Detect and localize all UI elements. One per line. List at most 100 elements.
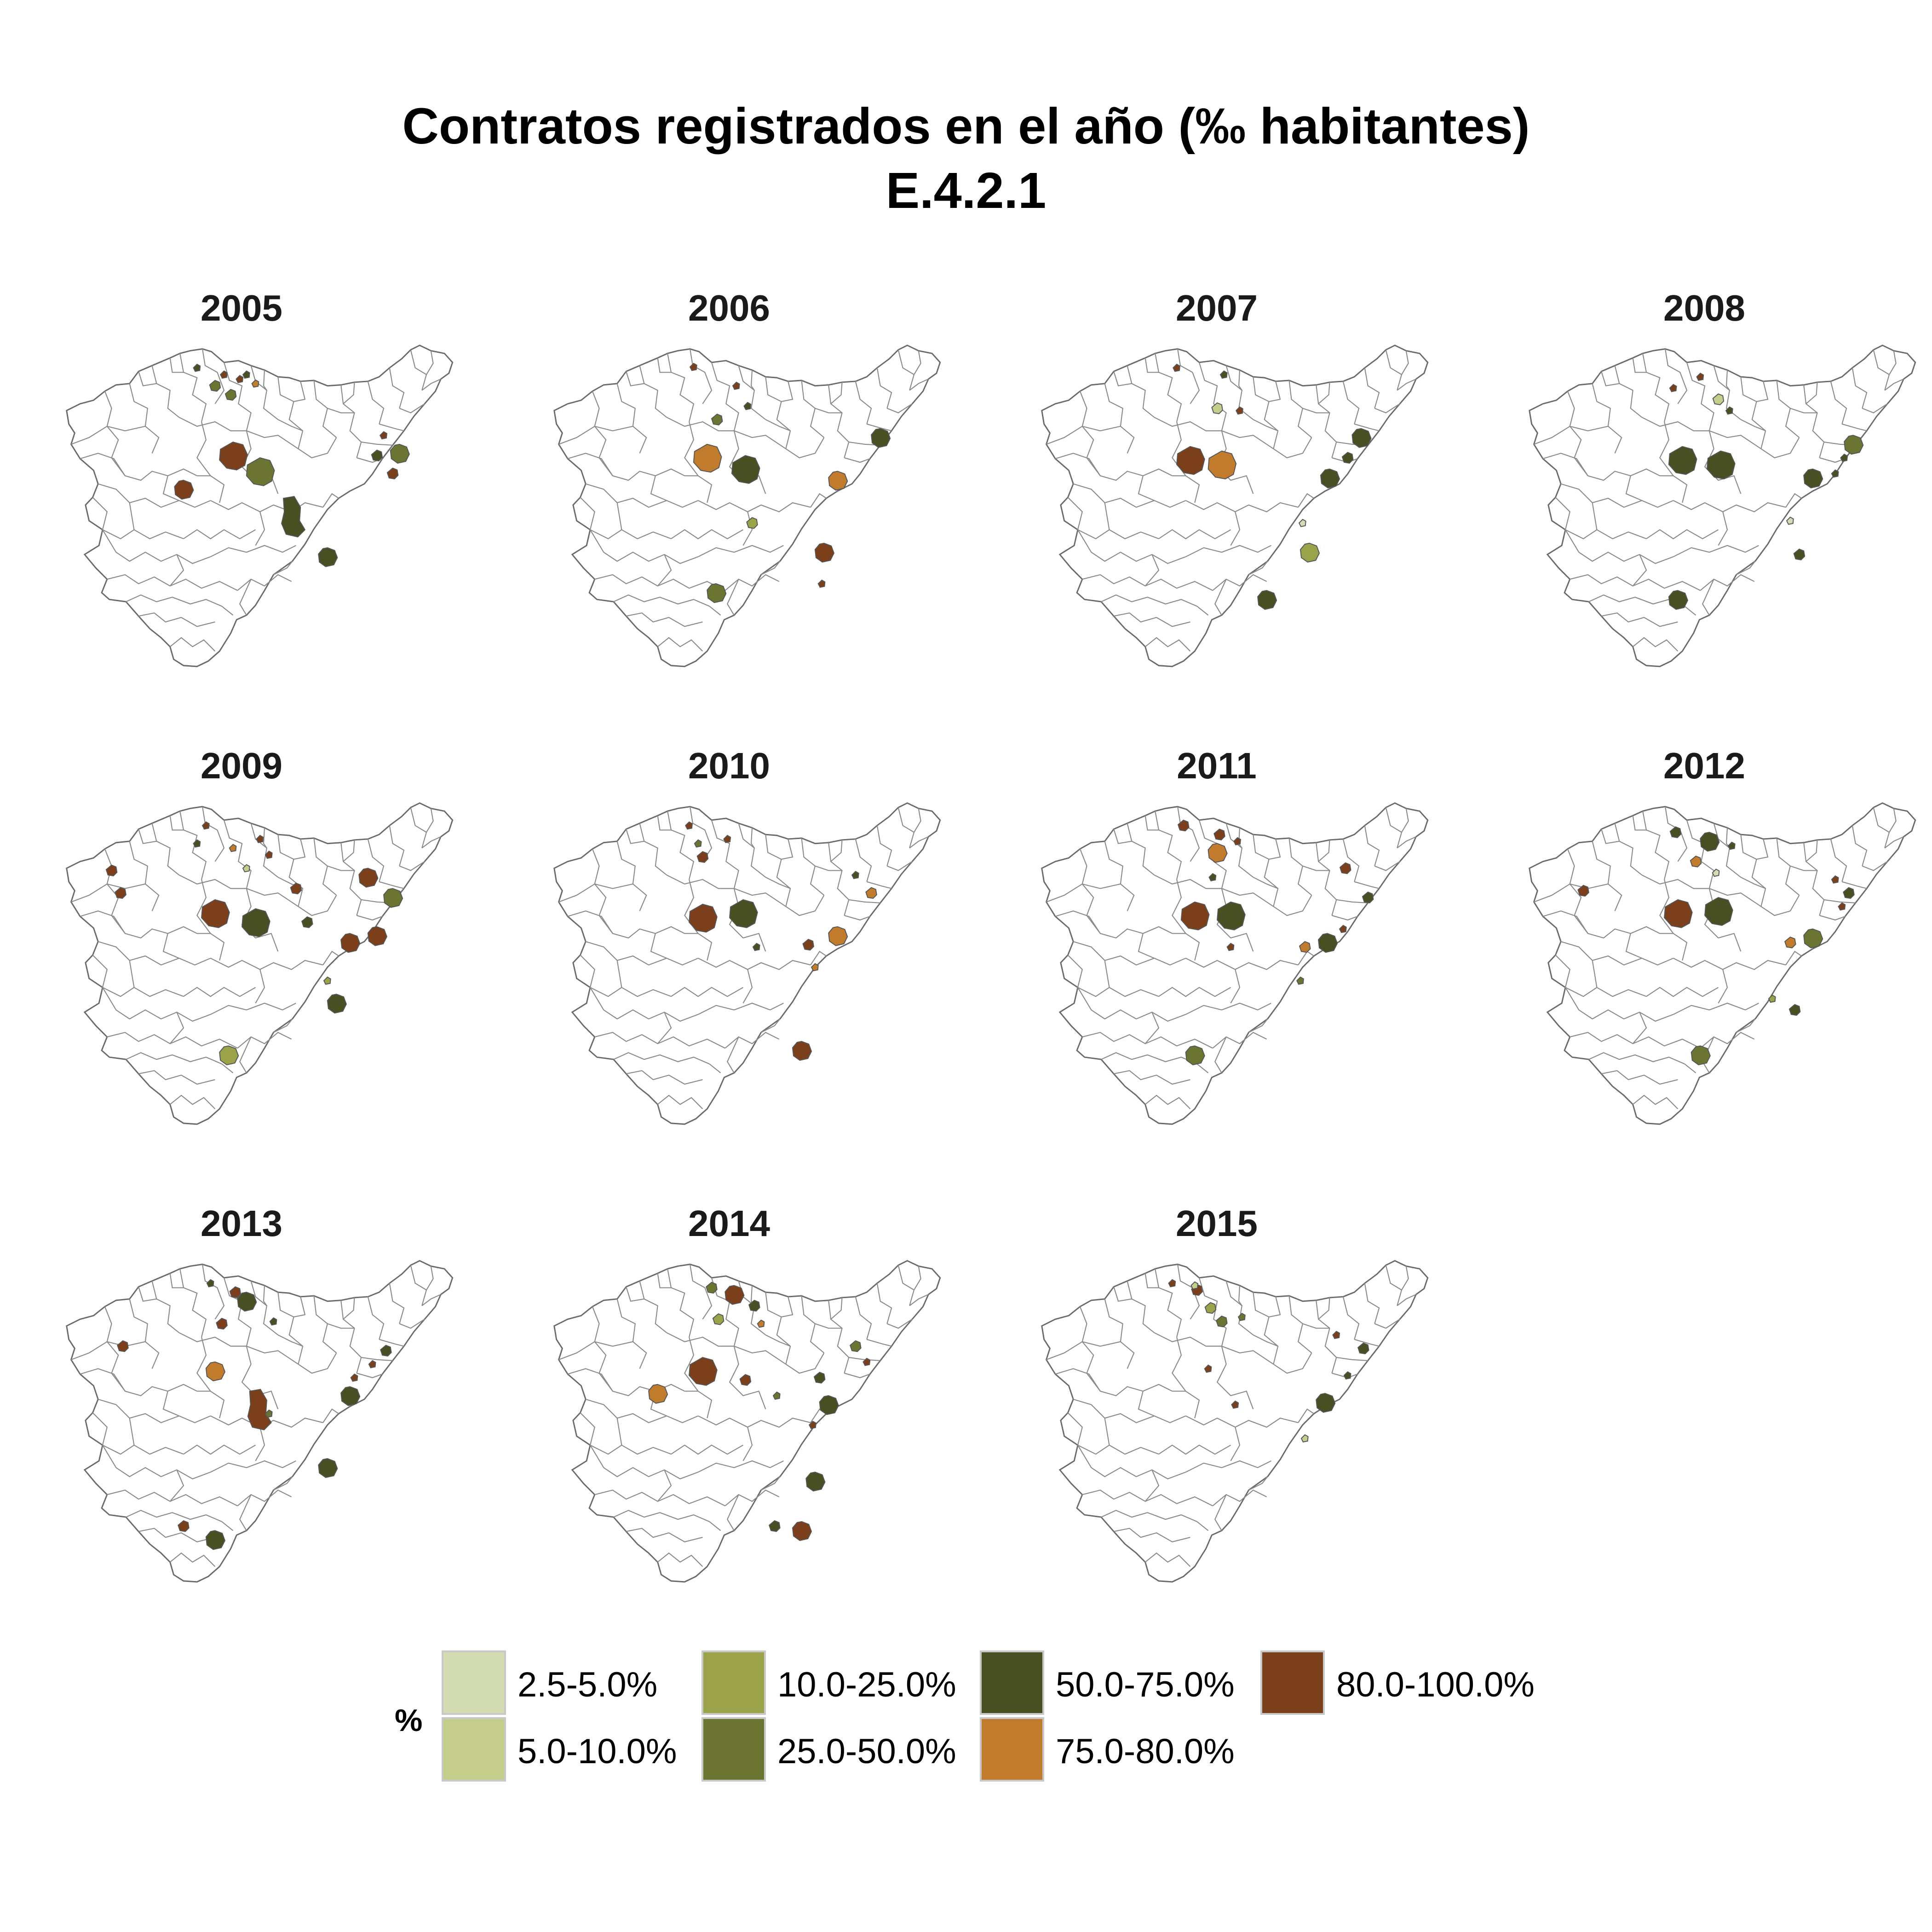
municipality-boundary bbox=[1632, 1012, 1647, 1044]
municipality-boundary bbox=[293, 839, 306, 860]
municipality-fill bbox=[1840, 454, 1848, 462]
municipality-boundary bbox=[1862, 861, 1888, 871]
municipality-boundary bbox=[844, 457, 870, 463]
choropleth-map bbox=[66, 1260, 454, 1583]
municipality-fill bbox=[174, 480, 194, 500]
municipality-boundary bbox=[1316, 842, 1337, 916]
municipality-fill bbox=[871, 428, 891, 448]
municipality-boundary bbox=[1185, 958, 1299, 970]
municipality-boundary bbox=[1158, 987, 1231, 997]
municipality-boundary bbox=[1114, 612, 1190, 627]
municipality-boundary bbox=[1230, 1427, 1241, 1461]
municipality-boundary bbox=[1073, 941, 1186, 966]
choropleth-map bbox=[66, 802, 454, 1125]
municipality-boundary bbox=[263, 370, 267, 391]
municipality-boundary bbox=[322, 950, 339, 966]
municipality-boundary bbox=[169, 637, 216, 652]
legend-swatch bbox=[702, 1650, 766, 1715]
chart-subtitle: E.4.2.1 bbox=[886, 162, 1046, 219]
municipality-boundary bbox=[367, 1296, 385, 1340]
municipality-boundary bbox=[129, 841, 160, 911]
municipality-boundary bbox=[909, 1294, 929, 1306]
map-panel-2007: 2007 bbox=[1010, 285, 1470, 699]
municipality-boundary bbox=[255, 969, 265, 1004]
municipality-boundary bbox=[277, 1334, 303, 1347]
municipality-boundary bbox=[1144, 357, 1159, 373]
municipality-boundary bbox=[237, 1489, 292, 1506]
municipality-fill bbox=[368, 1360, 376, 1368]
municipality-boundary bbox=[1073, 483, 1186, 508]
municipality-boundary bbox=[1632, 815, 1646, 831]
municipality-boundary bbox=[129, 1299, 160, 1369]
municipality-fill bbox=[808, 1420, 816, 1429]
municipality-boundary bbox=[129, 383, 160, 454]
municipality-boundary bbox=[1154, 874, 1274, 907]
municipality-boundary bbox=[1332, 915, 1358, 921]
municipality-boundary bbox=[98, 483, 211, 508]
municipality-boundary bbox=[1302, 1323, 1330, 1329]
municipality-boundary bbox=[343, 840, 355, 862]
municipality-fill bbox=[1176, 446, 1205, 475]
province-outline bbox=[553, 1260, 941, 1583]
municipality-boundary bbox=[1725, 370, 1730, 391]
municipality-boundary bbox=[1601, 371, 1620, 386]
municipality-boundary bbox=[626, 1287, 644, 1302]
municipality-fill bbox=[689, 903, 718, 933]
municipality-fill bbox=[1320, 468, 1340, 489]
municipality-fill bbox=[115, 887, 126, 899]
province-outline bbox=[553, 802, 941, 1125]
municipality-boundary bbox=[1158, 529, 1231, 540]
municipality-boundary bbox=[709, 605, 721, 616]
municipality-boundary bbox=[1230, 969, 1241, 1004]
municipality-boundary bbox=[1642, 353, 1670, 422]
municipality-boundary bbox=[1298, 1408, 1314, 1423]
municipality-fill bbox=[1669, 826, 1682, 839]
municipality-fill bbox=[685, 821, 693, 830]
municipality-boundary bbox=[426, 1266, 434, 1290]
municipality-boundary bbox=[626, 371, 644, 386]
municipality-boundary bbox=[742, 969, 753, 1004]
municipality-boundary bbox=[1113, 1287, 1132, 1302]
municipality-fill bbox=[696, 851, 709, 863]
municipality-boundary bbox=[1104, 1299, 1135, 1369]
municipality-boundary bbox=[250, 365, 278, 420]
choropleth-map bbox=[1041, 345, 1429, 667]
municipality-boundary bbox=[92, 1412, 184, 1455]
municipality-boundary bbox=[104, 391, 126, 476]
municipality-fill bbox=[712, 1313, 724, 1325]
municipality-boundary bbox=[815, 1323, 842, 1329]
municipality-boundary bbox=[667, 1269, 695, 1338]
municipality-boundary bbox=[1700, 574, 1755, 591]
municipality-boundary bbox=[138, 612, 215, 627]
municipality-boundary bbox=[92, 497, 184, 540]
municipality-boundary bbox=[1364, 1283, 1380, 1324]
municipality-fill bbox=[1727, 841, 1736, 850]
municipality-boundary bbox=[1852, 825, 1868, 866]
municipality-boundary bbox=[671, 987, 743, 997]
municipality-boundary bbox=[1214, 1494, 1227, 1531]
municipality-boundary bbox=[1077, 529, 1186, 564]
municipality-fill bbox=[216, 1317, 228, 1330]
municipality-fill bbox=[386, 467, 399, 480]
municipality-fill bbox=[242, 908, 270, 937]
municipality-boundary bbox=[71, 426, 146, 445]
municipality-fill bbox=[350, 1373, 358, 1382]
municipality-boundary bbox=[1673, 500, 1786, 512]
municipality-boundary bbox=[724, 1489, 780, 1506]
municipality-boundary bbox=[613, 1052, 710, 1064]
municipality-boundary bbox=[1155, 1269, 1182, 1338]
municipality-fill bbox=[865, 887, 877, 899]
municipality-boundary bbox=[1702, 579, 1714, 615]
municipality-boundary bbox=[1248, 1476, 1268, 1491]
municipality-boundary bbox=[1079, 1306, 1101, 1392]
map-panel-2006: 2006 bbox=[522, 285, 982, 699]
municipality-boundary bbox=[626, 612, 703, 627]
municipality-fill bbox=[206, 1279, 214, 1288]
municipality-fill bbox=[1577, 885, 1589, 897]
municipality-boundary bbox=[196, 421, 225, 503]
municipality-boundary bbox=[815, 408, 842, 414]
municipality-boundary bbox=[711, 1277, 739, 1346]
municipality-boundary bbox=[765, 377, 791, 449]
municipality-boundary bbox=[1318, 1297, 1330, 1320]
municipality-fill bbox=[732, 381, 740, 390]
